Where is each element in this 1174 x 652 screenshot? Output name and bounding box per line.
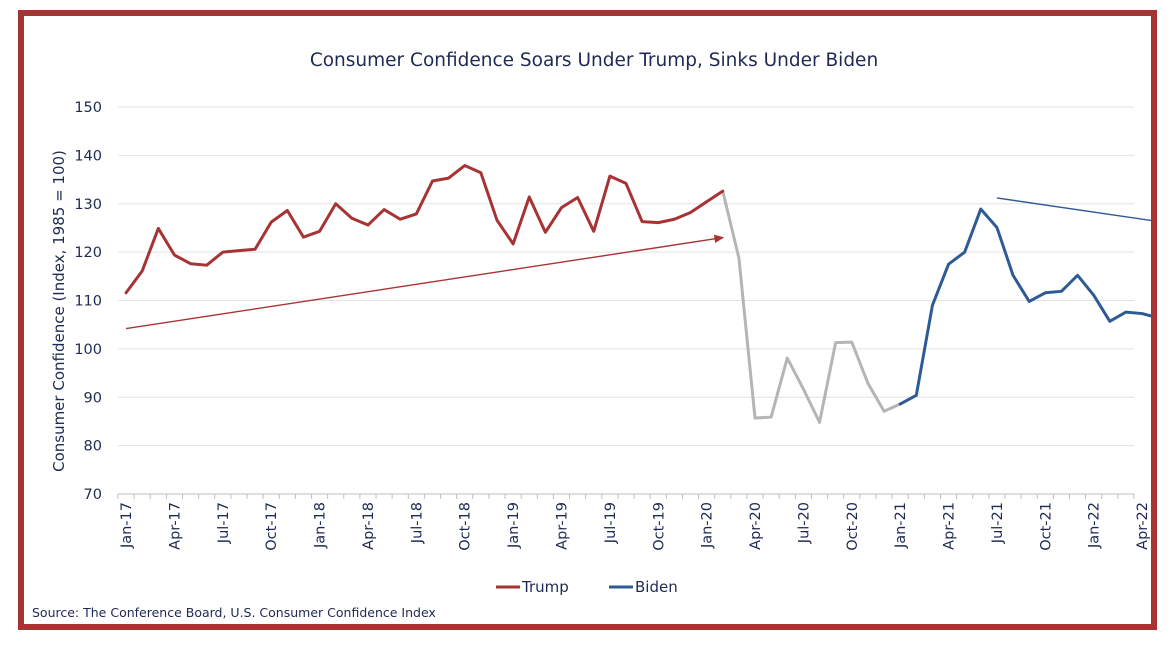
chart-title: Consumer Confidence Soars Under Trump, S… [310, 50, 878, 71]
series-line-biden [898, 207, 1151, 406]
x-tick-label: Jul-21 [990, 502, 1006, 544]
trend-arrow-biden [996, 197, 1151, 222]
y-tick-label: 90 [84, 390, 102, 406]
series-line-transition [721, 189, 902, 424]
y-tick-label: 70 [84, 487, 102, 503]
x-tick-label: Jan-20 [700, 502, 716, 549]
y-tick-label: 100 [74, 342, 102, 358]
y-tick-label: 150 [74, 100, 102, 116]
x-tick-label: Apr-19 [554, 502, 570, 550]
y-tick-label: 130 [74, 197, 102, 213]
x-axis: Jan-17 Apr-17 Jul-17 Oct-17 Jan-18 Apr-18 Jul-… [117, 494, 1151, 551]
trend-arrow-trump [125, 234, 725, 330]
x-tick-label: Apr-22 [1135, 502, 1151, 550]
y-axis-ticks: 70 80 90 100 110 120 130 140 150 [74, 100, 102, 503]
x-tick-label: Jan-19 [506, 502, 522, 549]
y-tick-label: 120 [74, 245, 102, 261]
x-tick-label: Apr-17 [167, 502, 183, 550]
series-layer [124, 164, 1151, 424]
x-tick-label: Oct-18 [458, 502, 474, 551]
x-tick-label: Apr-20 [748, 502, 764, 550]
y-tick-label: 140 [74, 148, 102, 164]
x-tick-label: Oct-17 [264, 502, 280, 551]
x-tick-label: Jul-20 [796, 502, 812, 544]
y-tick-label: 110 [74, 294, 102, 310]
x-tick-label: Apr-21 [942, 502, 958, 550]
x-tick-label: Oct-19 [651, 502, 667, 551]
x-tick-label: Apr-18 [361, 502, 377, 550]
source-note: Source: The Conference Board, U.S. Consu… [32, 605, 436, 620]
x-tick-label: Oct-20 [845, 502, 861, 551]
x-tick-label: Jan-21 [893, 502, 909, 549]
x-tick-label: Oct-21 [1038, 502, 1054, 551]
x-tick-label: Jan-17 [119, 502, 135, 549]
legend-label-trump: Trump [521, 578, 569, 596]
grid [118, 106, 1134, 495]
x-tick-label: Jan-18 [313, 502, 329, 549]
chart-svg: Consumer Confidence Soars Under Trump, S… [32, 50, 1151, 620]
legend-label-biden: Biden [635, 578, 678, 596]
x-tick-label: Jul-19 [603, 502, 619, 544]
series-line-trump [124, 164, 725, 295]
x-tick-label: Jul-18 [409, 502, 425, 544]
trend-arrows [125, 197, 1151, 330]
legend: Trump Biden [496, 578, 678, 596]
chart-frame: Consumer Confidence Soars Under Trump, S… [18, 10, 1157, 630]
y-tick-label: 80 [84, 439, 102, 455]
y-axis-label: Consumer Confidence (Index, 1985 = 100) [50, 150, 68, 472]
x-tick-label: Jan-22 [1087, 502, 1103, 549]
x-tick-label: Jul-17 [216, 502, 232, 544]
